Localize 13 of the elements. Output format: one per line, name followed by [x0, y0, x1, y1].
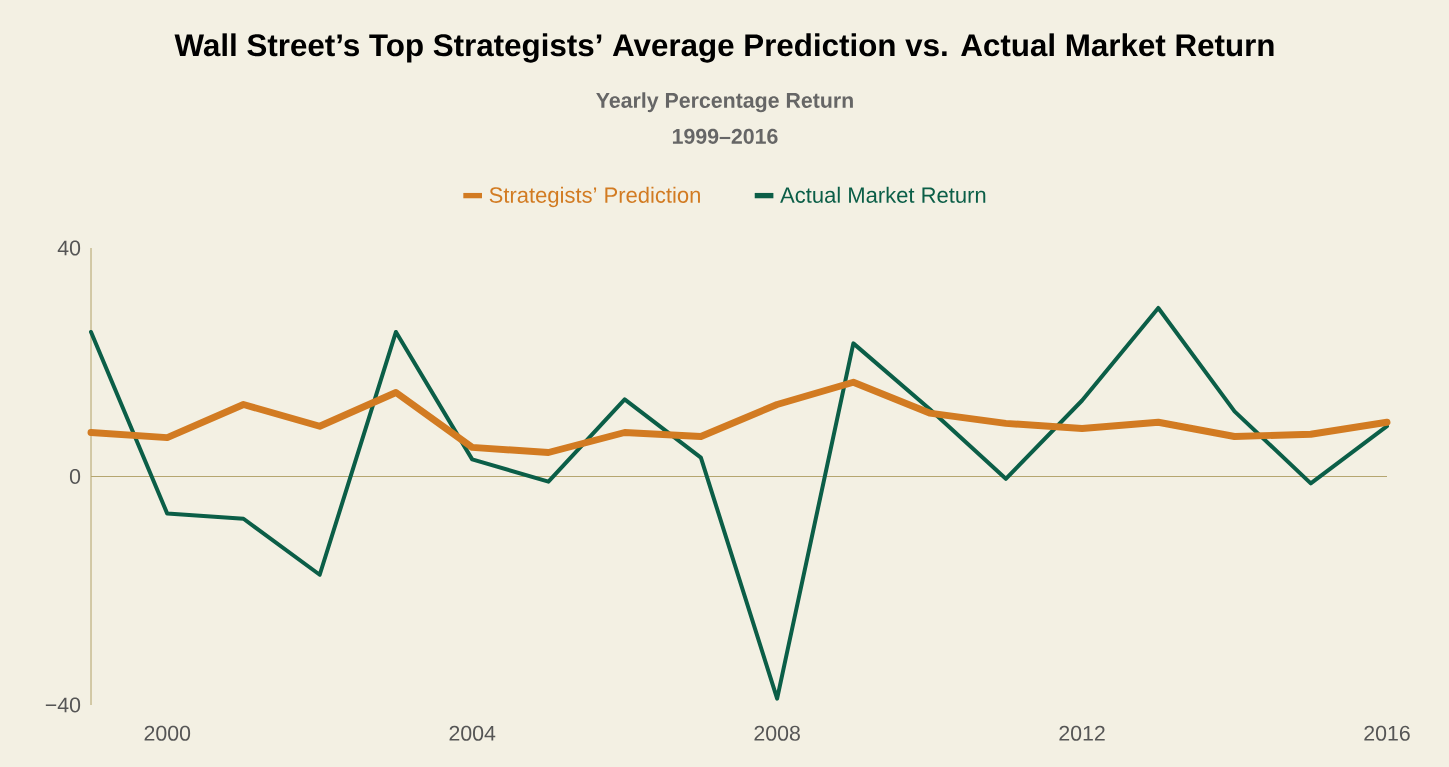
line-series [89, 305, 1389, 701]
chart-subtitle: Yearly Percentage Return 1999–2016 [596, 92, 853, 144]
x-tick-label: 2004 [449, 725, 496, 741]
x-tick-label: 2000 [144, 725, 191, 741]
y-tick-label: 0 [69, 468, 81, 485]
y-tick-label: 40 [57, 240, 81, 256]
legend-label: Actual Market Return [780, 186, 986, 203]
x-tick-label: 2012 [1059, 725, 1105, 741]
chart-title: Wall Street’s Top Strategists’ Average Prediction vs. Actual Market Return [174, 33, 1274, 63]
x-tick-label: 2008 [754, 725, 800, 741]
x-tick-label: 2016 [1364, 725, 1410, 741]
legend-label: Strategists’ Prediction [489, 186, 700, 208]
y-tick-label: −40 [45, 697, 81, 713]
